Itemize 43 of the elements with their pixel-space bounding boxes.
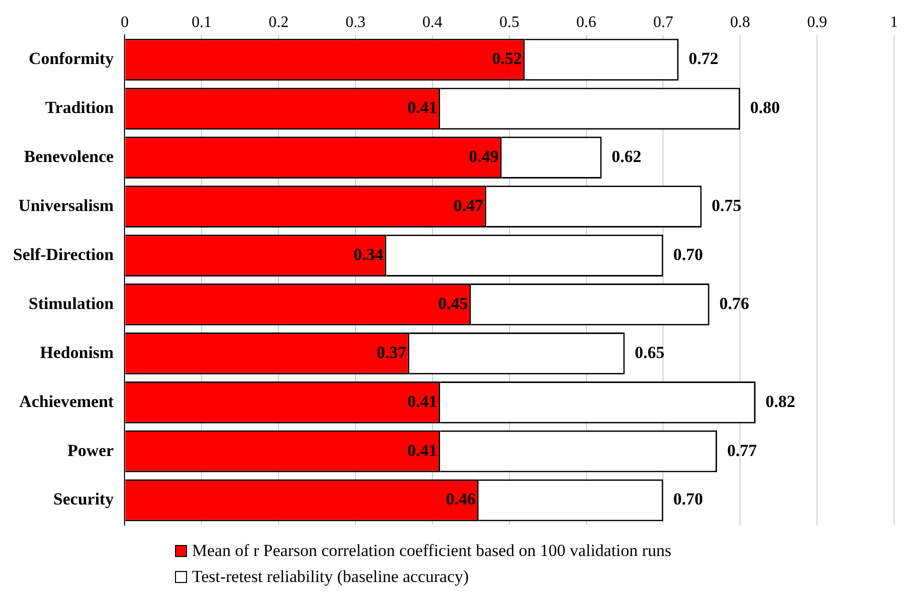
y-tick-label: Tradition [45, 98, 114, 118]
y-tick-label: Hedonism [40, 342, 114, 362]
x-tick-label: 0.8 [730, 14, 750, 31]
x-tick-label: 0.2 [268, 14, 289, 31]
text: Test-retest reliability (baseline accuracy) [192, 567, 469, 587]
x-tick-label: 0.3 [346, 14, 366, 31]
data-label: 0.41 [407, 392, 438, 411]
y-tick-label: Power [67, 440, 114, 460]
total-label: 0.70 [673, 244, 703, 264]
x-tick-label: 0.5 [499, 14, 520, 31]
x-tick-label: 1 [890, 14, 898, 31]
total-label: 0.77 [727, 440, 758, 460]
x-tick-label: 0.4 [422, 14, 442, 31]
total-label: 0.76 [719, 294, 750, 313]
data-label: 0.37 [376, 342, 407, 362]
y-tick-label: Universalism [18, 196, 114, 215]
total-label: 0.65 [634, 342, 664, 362]
total-label: 0.82 [766, 392, 796, 411]
x-tick-label: 0.1 [192, 14, 212, 31]
total-label: 0.75 [712, 196, 742, 215]
data-label: 0.52 [492, 49, 522, 68]
x-tick-label: 0 [120, 14, 129, 31]
data-label: 0.41 [407, 98, 438, 118]
total-label: 0.72 [688, 49, 718, 68]
y-tick-label: Self-Direction [12, 244, 114, 264]
y-tick-label: Stimulation [28, 294, 114, 313]
y-tick-label: Benevolence [24, 146, 114, 166]
data-label: 0.46 [446, 490, 476, 509]
total-label: 0.70 [673, 490, 703, 509]
data-label: 0.41 [407, 440, 438, 460]
y-tick-label: Achievement [19, 392, 114, 411]
y-tick-label: Conformity [28, 49, 114, 68]
legend-label: Mean of r Pearson correlation coefficient based on 100 validation runs [192, 541, 672, 561]
data-label: 0.47 [454, 196, 484, 215]
total-label: 0.80 [750, 98, 780, 118]
x-tick-label: 0.9 [807, 14, 828, 31]
x-tick-label: 0.6 [576, 14, 596, 31]
x-tick-label: 0.7 [653, 14, 674, 31]
data-label: 0.34 [354, 244, 384, 264]
data-label: 0.45 [438, 294, 468, 313]
total-label: 0.62 [612, 146, 642, 166]
data-label: 0.49 [468, 146, 499, 166]
y-tick-label: Security [53, 490, 114, 509]
